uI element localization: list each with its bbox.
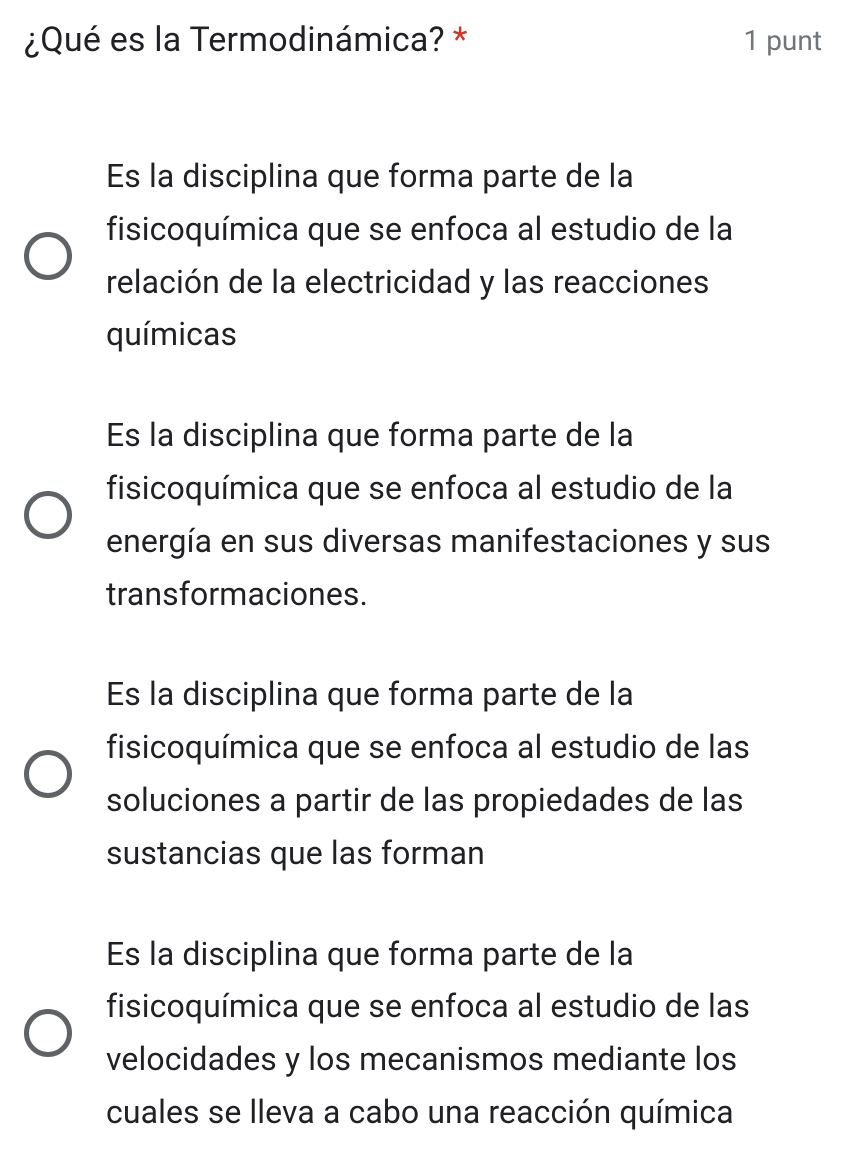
radio-icon[interactable] bbox=[24, 232, 72, 280]
options-list: Es la disciplina que forma parte de la f… bbox=[24, 150, 822, 1139]
option-3[interactable]: Es la disciplina que forma parte de la f… bbox=[24, 668, 822, 879]
option-1[interactable]: Es la disciplina que forma parte de la f… bbox=[24, 150, 822, 361]
required-indicator: * bbox=[453, 20, 468, 60]
option-label: Es la disciplina que forma parte de la f… bbox=[106, 668, 822, 879]
option-label: Es la disciplina que forma parte de la f… bbox=[106, 150, 822, 361]
option-label: Es la disciplina que forma parte de la f… bbox=[106, 928, 822, 1139]
radio-icon[interactable] bbox=[24, 491, 72, 539]
question-title: ¿Qué es la Termodinámica? bbox=[24, 20, 445, 60]
option-label: Es la disciplina que forma parte de la f… bbox=[106, 409, 822, 620]
option-2[interactable]: Es la disciplina que forma parte de la f… bbox=[24, 409, 822, 620]
option-4[interactable]: Es la disciplina que forma parte de la f… bbox=[24, 928, 822, 1139]
radio-icon[interactable] bbox=[24, 1009, 72, 1057]
radio-icon[interactable] bbox=[24, 750, 72, 798]
points-label: 1 punt bbox=[744, 24, 822, 57]
question-header: ¿Qué es la Termodinámica? * 1 punt bbox=[24, 20, 822, 60]
question-title-wrap: ¿Qué es la Termodinámica? * bbox=[24, 20, 467, 60]
